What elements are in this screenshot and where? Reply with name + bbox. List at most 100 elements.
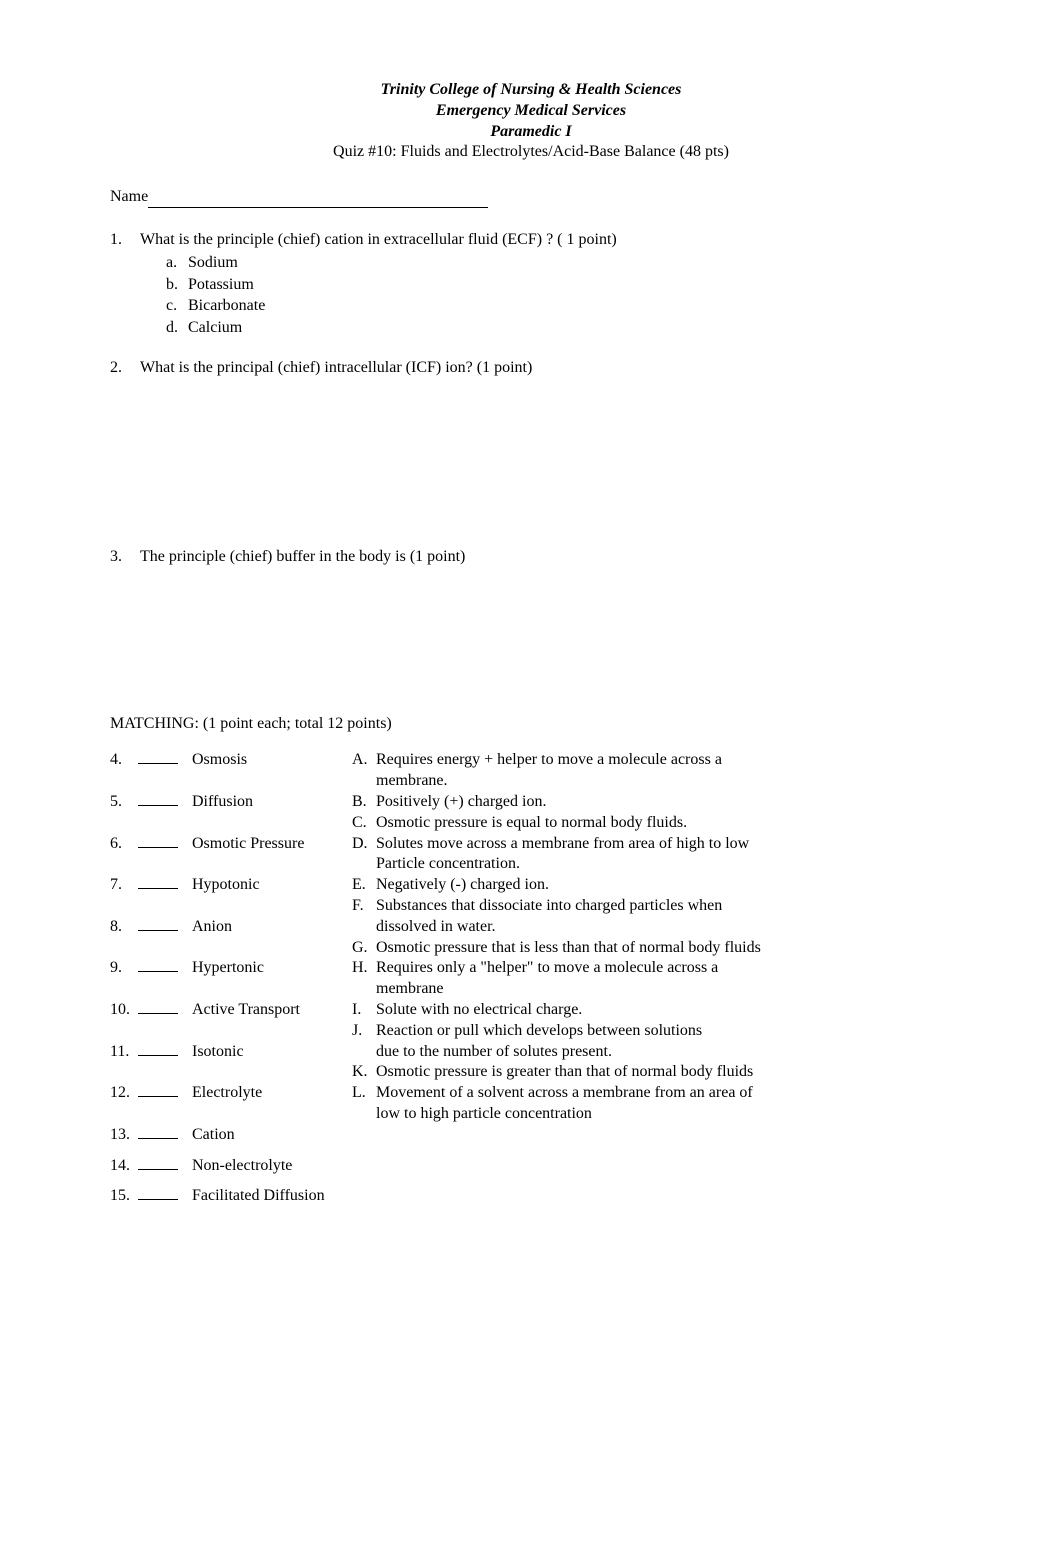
institution-name: Trinity College of Nursing & Health Scie… bbox=[110, 80, 952, 101]
term-text: Diffusion bbox=[192, 792, 352, 813]
answer-space bbox=[110, 586, 952, 706]
matching-row: 4. Osmosis A. Requires energy + helper t… bbox=[110, 750, 952, 771]
def-text-cont: membrane. bbox=[376, 771, 952, 792]
name-field-row: Name bbox=[110, 187, 952, 208]
answer-space bbox=[110, 397, 952, 547]
course-name: Paramedic I bbox=[110, 122, 952, 143]
question-2: 2. What is the principal (chief) intrace… bbox=[110, 358, 952, 379]
blank-cell bbox=[138, 875, 192, 896]
term-text: Facilitated Diffusion bbox=[192, 1186, 952, 1207]
term-number: 4. bbox=[110, 750, 138, 771]
q1-choice-b: b.Potassium bbox=[166, 275, 952, 296]
matching-row: Particle concentration. bbox=[110, 854, 952, 875]
blank-cell bbox=[138, 792, 192, 813]
matching-row: low to high particle concentration bbox=[110, 1104, 952, 1125]
quiz-header: Trinity College of Nursing & Health Scie… bbox=[110, 80, 952, 163]
blank-cell bbox=[138, 750, 192, 771]
choice-letter: d. bbox=[166, 318, 188, 339]
q1-choice-a: a.Sodium bbox=[166, 253, 952, 274]
term-number: 9. bbox=[110, 958, 138, 979]
question-3: 3. The principle (chief) buffer in the b… bbox=[110, 547, 952, 568]
def-letter: G. bbox=[352, 938, 376, 959]
term-number: 5. bbox=[110, 792, 138, 813]
def-text-cont: dissolved in water. bbox=[376, 917, 952, 938]
matching-row: 8. Anion dissolved in water. bbox=[110, 917, 952, 938]
name-label: Name bbox=[110, 188, 148, 205]
def-text: Solute with no electrical charge. bbox=[376, 1000, 952, 1021]
q1-number: 1. bbox=[110, 230, 136, 251]
blank-cell bbox=[138, 917, 192, 938]
def-text: Movement of a solvent across a membrane … bbox=[376, 1083, 952, 1104]
quiz-title: Quiz #10: Fluids and Electrolytes/Acid-B… bbox=[110, 142, 952, 163]
term-number: 7. bbox=[110, 875, 138, 896]
def-letter: F. bbox=[352, 896, 376, 917]
def-letter: B. bbox=[352, 792, 376, 813]
term-number: 8. bbox=[110, 917, 138, 938]
def-letter: I. bbox=[352, 1000, 376, 1021]
term-text: Cation bbox=[192, 1125, 352, 1146]
term-text: Hypertonic bbox=[192, 958, 352, 979]
matching-row: J. Reaction or pull which develops betwe… bbox=[110, 1021, 952, 1042]
q1-choice-c: c.Bicarbonate bbox=[166, 296, 952, 317]
def-text: Requires energy + helper to move a molec… bbox=[376, 750, 952, 771]
spacer-row bbox=[110, 1146, 952, 1156]
fill-blank bbox=[138, 1125, 178, 1139]
def-text-cont: Particle concentration. bbox=[376, 854, 952, 875]
term-number: 11. bbox=[110, 1042, 138, 1063]
fill-blank bbox=[138, 958, 178, 972]
term-number: 13. bbox=[110, 1125, 138, 1146]
name-blank bbox=[148, 207, 488, 208]
choice-text: Bicarbonate bbox=[188, 297, 265, 314]
matching-row: 10. Active Transport I. Solute with no e… bbox=[110, 1000, 952, 1021]
term-text: Osmotic Pressure bbox=[192, 834, 352, 855]
term-text: Active Transport bbox=[192, 1000, 352, 1021]
q1-text: What is the principle (chief) cation in … bbox=[140, 231, 617, 248]
def-text: Solutes move across a membrane from area… bbox=[376, 834, 952, 855]
fill-blank bbox=[138, 1042, 178, 1056]
matching-row: K. Osmotic pressure is greater than that… bbox=[110, 1062, 952, 1083]
matching-row: membrane. bbox=[110, 771, 952, 792]
term-number: 6. bbox=[110, 834, 138, 855]
term-text: Hypotonic bbox=[192, 875, 352, 896]
blank-cell bbox=[138, 1042, 192, 1063]
fill-blank bbox=[138, 1000, 178, 1014]
matching-row: 14. Non-electrolyte bbox=[110, 1156, 952, 1177]
def-text: Osmotic pressure is equal to normal body… bbox=[376, 813, 952, 834]
question-1: 1. What is the principle (chief) cation … bbox=[110, 230, 952, 340]
def-letter: J. bbox=[352, 1021, 376, 1042]
blank-cell bbox=[138, 1083, 192, 1104]
blank-cell bbox=[138, 1186, 192, 1207]
matching-row: 7. Hypotonic E. Negatively (-) charged i… bbox=[110, 875, 952, 896]
matching-table: 4. Osmosis A. Requires energy + helper t… bbox=[110, 750, 952, 1207]
term-text: Isotonic bbox=[192, 1042, 352, 1063]
def-text: Substances that dissociate into charged … bbox=[376, 896, 952, 917]
fill-blank bbox=[138, 875, 178, 889]
choice-letter: a. bbox=[166, 253, 188, 274]
choice-text: Potassium bbox=[188, 276, 254, 293]
def-letter: E. bbox=[352, 875, 376, 896]
fill-blank bbox=[138, 1083, 178, 1097]
term-number: 15. bbox=[110, 1186, 138, 1207]
q1-choice-d: d.Calcium bbox=[166, 318, 952, 339]
matching-row: 11. Isotonic due to the number of solute… bbox=[110, 1042, 952, 1063]
matching-row: membrane bbox=[110, 979, 952, 1000]
q2-text: What is the principal (chief) intracellu… bbox=[140, 358, 952, 379]
q3-number: 3. bbox=[110, 547, 136, 568]
choice-letter: b. bbox=[166, 275, 188, 296]
def-text-cont: due to the number of solutes present. bbox=[376, 1042, 952, 1063]
def-text: Reaction or pull which develops between … bbox=[376, 1021, 952, 1042]
blank-cell bbox=[138, 958, 192, 979]
fill-blank bbox=[138, 1186, 178, 1200]
choice-letter: c. bbox=[166, 296, 188, 317]
matching-row: 5. Diffusion B. Positively (+) charged i… bbox=[110, 792, 952, 813]
matching-row: F. Substances that dissociate into charg… bbox=[110, 896, 952, 917]
term-number: 14. bbox=[110, 1156, 138, 1177]
def-letter: H. bbox=[352, 958, 376, 979]
def-letter: L. bbox=[352, 1083, 376, 1104]
matching-row: 6. Osmotic Pressure D. Solutes move acro… bbox=[110, 834, 952, 855]
blank-cell bbox=[138, 834, 192, 855]
term-text: Non-electrolyte bbox=[192, 1156, 352, 1177]
q1-choices: a.Sodium b.Potassium c.Bicarbonate d.Cal… bbox=[140, 253, 952, 339]
matching-row: 12. Electrolyte L. Movement of a solvent… bbox=[110, 1083, 952, 1104]
q1-body: What is the principle (chief) cation in … bbox=[140, 230, 952, 340]
